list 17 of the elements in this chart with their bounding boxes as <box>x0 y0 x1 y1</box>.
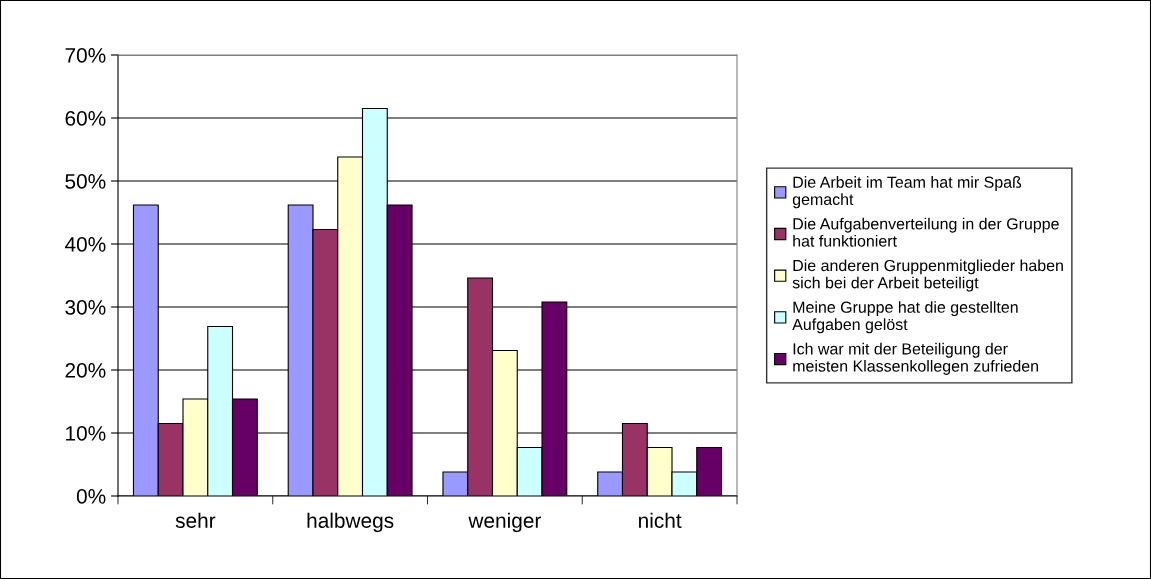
x-tick-label: weniger <box>468 512 542 533</box>
y-tick-label: 50% <box>65 174 106 189</box>
y-tick-label: 70% <box>65 48 106 63</box>
y-tick-label: 10% <box>66 426 106 441</box>
x-tick-label: sehr <box>175 512 216 528</box>
x-tick-label: nicht <box>639 512 682 528</box>
legend-label: Meine Gruppe hat die gestellten Aufgaben gelöst <box>792 301 1018 334</box>
y-tick-label: 60% <box>65 111 106 126</box>
legend-label: Ich war mit der Beteiligung der meisten Klassenkollegen zufrieden <box>793 342 1038 375</box>
x-tick-label: halbwegs <box>307 512 394 533</box>
y-tick-label: 30% <box>65 300 106 315</box>
legend-label: Die Arbeit im Team hat mir Spaß gemacht <box>792 176 1022 209</box>
y-tick-label: 40% <box>64 237 106 252</box>
legend-label: Die anderen Gruppenmitglieder haben sich bei der Arbeit beteiligt <box>792 259 1063 292</box>
y-tick-label: 0% <box>76 489 106 504</box>
y-tick-label: 20% <box>65 363 106 378</box>
legend-label: Die Aufgabenverteilung in der Gruppe hat funktioniert <box>793 217 1059 247</box>
